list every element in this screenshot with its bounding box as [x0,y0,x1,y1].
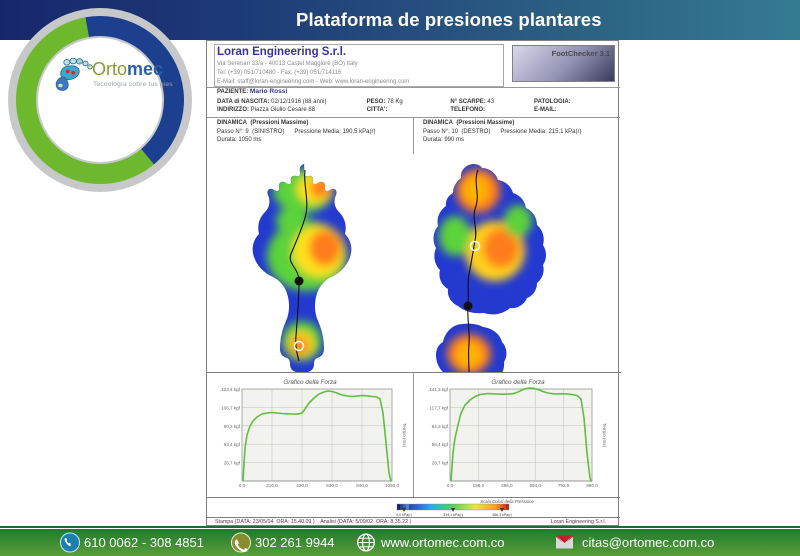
svg-text:28,7 kgf: 28,7 kgf [432,461,449,466]
svg-text:Scala Colori della Pressione: Scala Colori della Pressione [480,499,534,504]
svg-text:53,4 kgf: 53,4 kgf [224,442,241,447]
svg-text:123,4 kgf: 123,4 kgf [221,387,241,392]
svg-text:26,7 kgf: 26,7 kgf [224,461,241,466]
svg-text:990,0: 990,0 [586,483,598,488]
svg-text:94,3 kgf: 94,3 kgf [432,424,449,429]
svg-text:0,0: 0,0 [239,483,246,488]
svg-text:610 0062 - 308 4851: 610 0062 - 308 4851 [84,535,204,550]
svg-text:80,2 kgf: 80,2 kgf [224,424,241,429]
svg-text:citas@ortomec.com.co: citas@ortomec.com.co [582,535,714,550]
svg-text:840,0: 840,0 [356,483,368,488]
svg-text:Tempo (ms): Tempo (ms) [402,423,407,448]
svg-text:420,0: 420,0 [296,483,308,488]
svg-text:Grafico della Forza: Grafico della Forza [491,379,545,386]
svg-text:210,0: 210,0 [266,483,278,488]
svg-text:106,7 kgf: 106,7 kgf [221,405,241,410]
svg-text:792,0: 792,0 [558,483,570,488]
svg-text:198,0: 198,0 [473,483,485,488]
svg-text:302 261 9944: 302 261 9944 [255,535,335,550]
svg-text:117,7 kgf: 117,7 kgf [429,405,448,410]
svg-text:www.ortomec.com.co: www.ortomec.com.co [380,535,505,550]
svg-text:Grafico della Forza: Grafico della Forza [283,379,337,386]
svg-text:141,3 kgf: 141,3 kgf [429,387,449,392]
svg-text:594,0: 594,0 [529,483,541,488]
svg-text:396,0: 396,0 [501,483,513,488]
svg-text:630,0: 630,0 [326,483,338,488]
svg-text:Tempo (ms): Tempo (ms) [602,423,607,448]
svg-text:0,0: 0,0 [447,483,454,488]
svg-text:58,4 kgf: 58,4 kgf [432,442,449,447]
svg-text:1050,0: 1050,0 [385,483,399,488]
